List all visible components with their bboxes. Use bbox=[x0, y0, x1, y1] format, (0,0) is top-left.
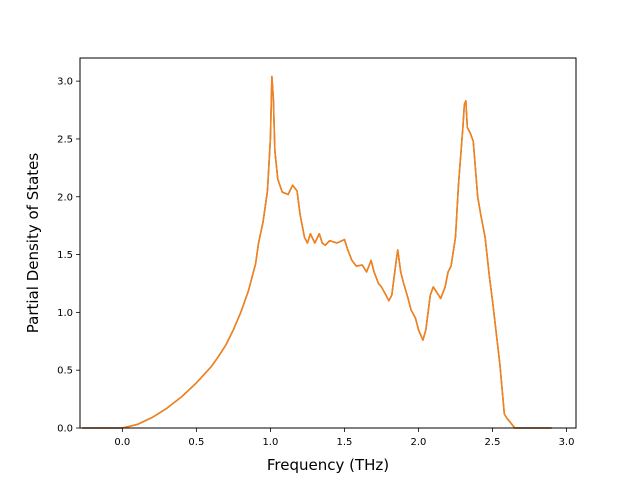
y-tick-label: 0.5 bbox=[57, 366, 73, 377]
y-axis-label: Partial Density of States bbox=[24, 153, 42, 334]
x-tick-label: 2.5 bbox=[485, 437, 501, 448]
y-tick-label: 0.0 bbox=[57, 424, 73, 435]
plot-frame bbox=[79, 57, 577, 429]
y-tick-label: 1.5 bbox=[57, 250, 73, 261]
x-tick-label: 2.0 bbox=[411, 437, 427, 448]
x-tick-label: 1.0 bbox=[262, 437, 278, 448]
y-tick-label: 3.0 bbox=[57, 77, 73, 88]
x-tick-label: 0.5 bbox=[188, 437, 204, 448]
x-axis-label: Frequency (THz) bbox=[267, 456, 389, 474]
x-tick-label: 3.0 bbox=[559, 437, 575, 448]
x-tick-label: 0.0 bbox=[114, 437, 130, 448]
series-line-2 bbox=[82, 75, 552, 429]
series-layer bbox=[82, 75, 552, 429]
y-tick-label: 2.5 bbox=[57, 134, 73, 145]
y-axis-ticks: 0.0 0.5 1.0 1.5 2.0 2.5 3.0 bbox=[57, 77, 80, 435]
y-tick-label: 1.0 bbox=[57, 308, 73, 319]
y-tick-label: 2.0 bbox=[57, 192, 73, 203]
x-tick-label: 1.5 bbox=[336, 437, 352, 448]
x-axis-ticks: 0.0 0.5 1.0 1.5 2.0 2.5 3.0 bbox=[114, 428, 574, 448]
